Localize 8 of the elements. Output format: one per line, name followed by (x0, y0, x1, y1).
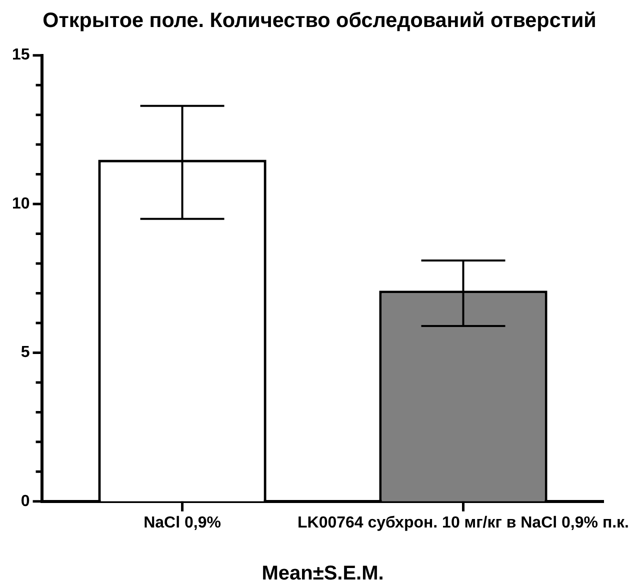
y-tick-label: 5 (20, 344, 30, 362)
x-axis-title: Mean±S.E.M. (262, 562, 384, 582)
y-tick-label: 15 (12, 46, 30, 64)
x-tick-label: NaCl 0,9% (144, 514, 221, 532)
x-tick-label: LK00764 субхрон. 10 мг/кг в NaCl 0,9% п.к. (297, 514, 630, 532)
y-tick-label: 10 (12, 195, 30, 212)
chart-title: Открытое поле. Количество обследований отверстий (42, 9, 596, 32)
y-tick-label: 0 (20, 492, 30, 510)
